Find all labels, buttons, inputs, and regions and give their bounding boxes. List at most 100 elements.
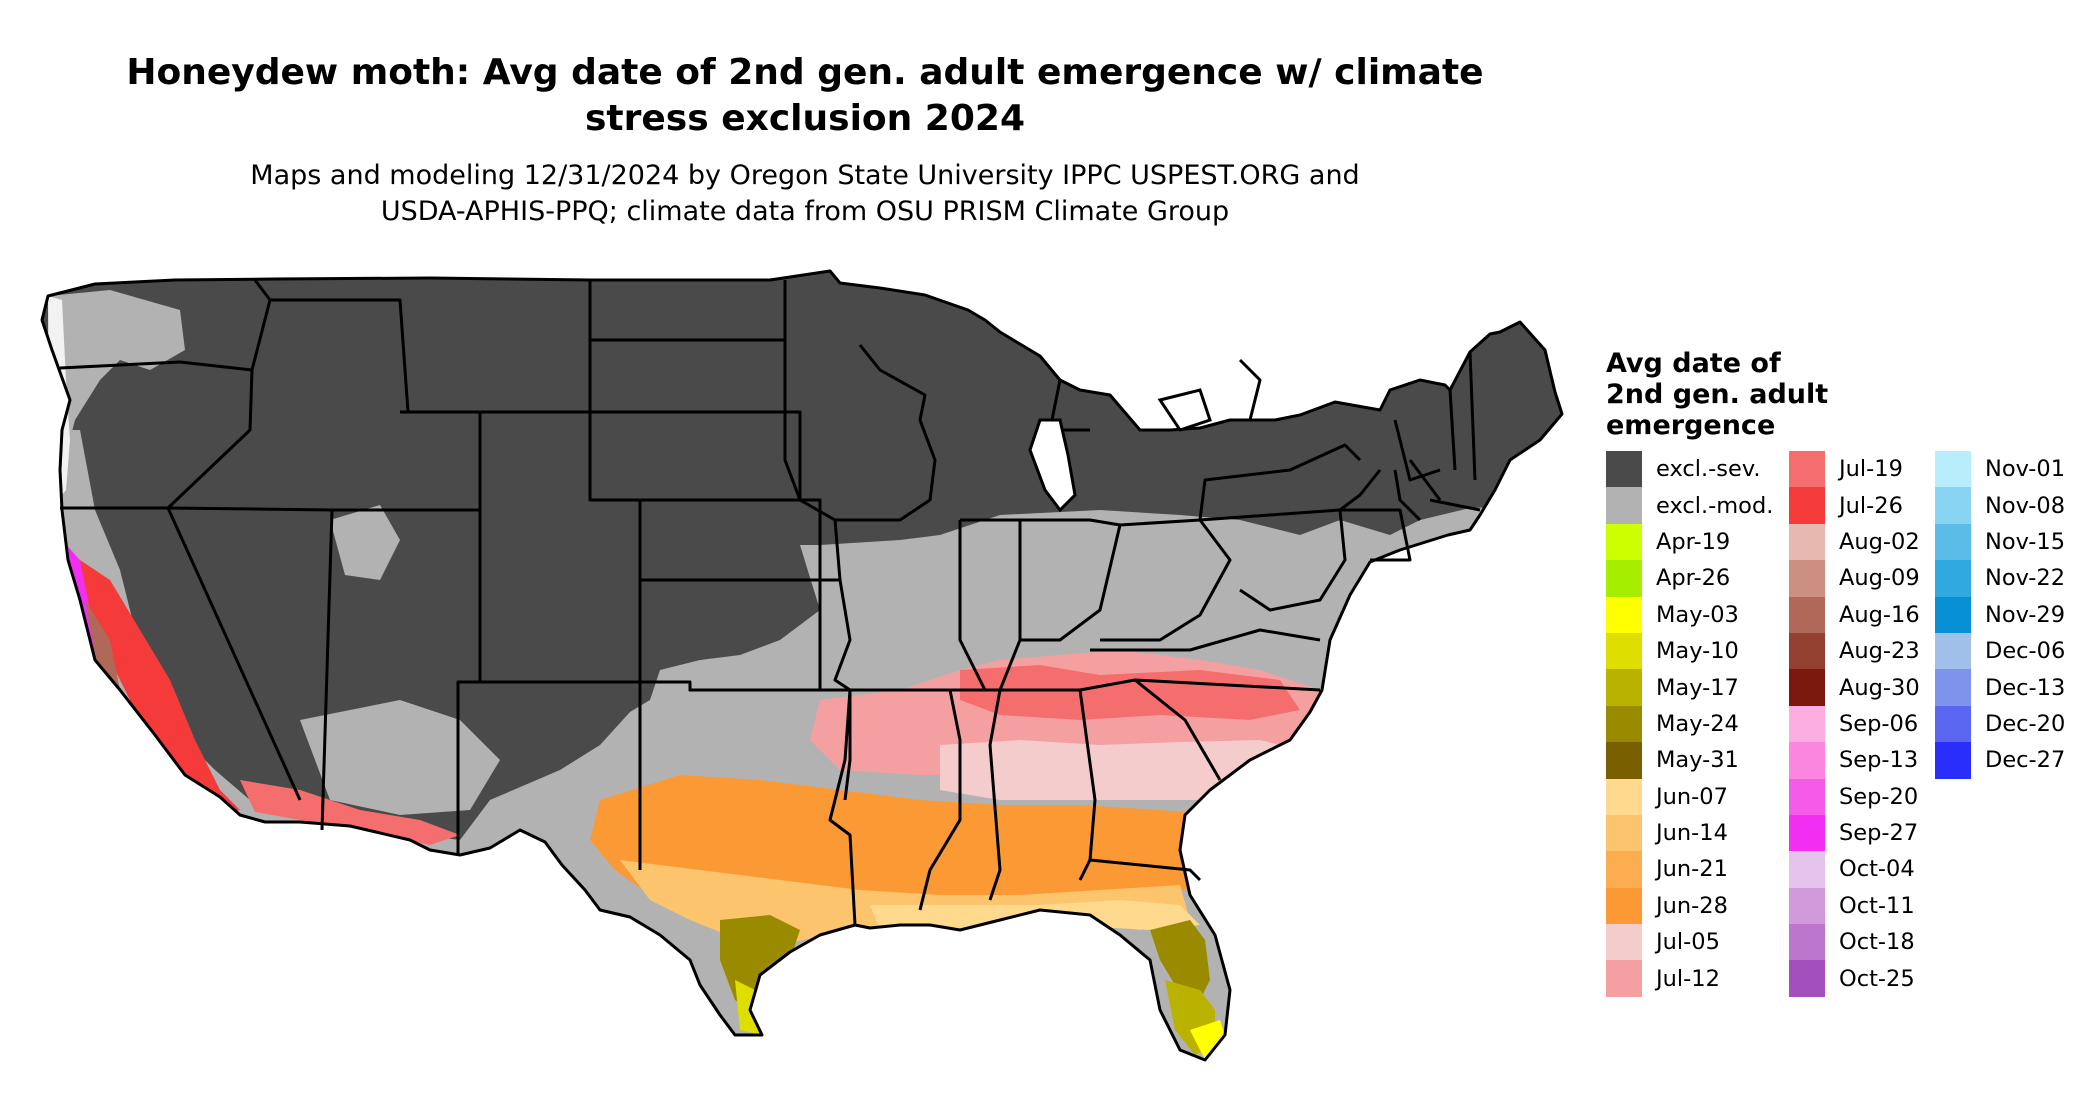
legend-swatch (1789, 960, 1825, 997)
legend-item: Oct-11 (1789, 887, 1920, 925)
legend-item: Dec-20 (1935, 705, 2066, 743)
legend-item: Jul-12 (1606, 960, 1773, 997)
legend-label: excl.-mod. (1656, 492, 1774, 519)
legend-item: Apr-19 (1606, 523, 1773, 561)
legend-swatch (1935, 560, 1971, 597)
legend-swatch (1606, 887, 1642, 925)
legend-item: Nov-22 (1935, 560, 2065, 597)
legend-label: Sep-13 (1839, 747, 1919, 774)
legend-item: Aug-23 (1789, 632, 1920, 670)
legend-item: excl.-mod. (1606, 487, 1774, 524)
legend-item: May-24 (1606, 705, 1773, 743)
legend-column: Jul-19 Jul-26 Aug-02 Aug-09 Aug-16 Aug-23 Aug-… (1789, 451, 1920, 997)
legend-item: Aug-16 (1789, 596, 1920, 633)
legend-swatch (1789, 523, 1825, 561)
legend-swatch (1935, 632, 1971, 670)
legend-swatch (1606, 669, 1642, 706)
legend-swatch (1789, 887, 1825, 925)
legend-item: Jun-07 (1606, 778, 1773, 815)
legend-label: Nov-08 (1985, 492, 2066, 519)
legend-label: Dec-27 (1985, 747, 2066, 774)
legend-item: Sep-06 (1789, 705, 1920, 743)
legend-item: Jul-05 (1606, 924, 1773, 961)
legend-label: Aug-23 (1839, 638, 1920, 665)
legend-label: Apr-19 (1656, 528, 1731, 555)
legend-item: Sep-27 (1789, 814, 1920, 852)
legend-label: Nov-15 (1985, 528, 2066, 555)
legend-label: Jul-19 (1839, 456, 1903, 483)
legend-swatch (1935, 596, 1971, 633)
legend-label: Jun-21 (1656, 856, 1728, 883)
great-lakes-outline (1028, 388, 1212, 513)
legend-swatch (1606, 596, 1642, 633)
legend-swatch (1789, 560, 1825, 597)
legend-swatch (1789, 851, 1825, 888)
legend-label: May-17 (1656, 674, 1739, 701)
legend-label: Aug-02 (1839, 528, 1920, 555)
legend-item: Aug-09 (1789, 560, 1920, 597)
legend-item: Oct-18 (1789, 924, 1920, 961)
legend-item: Jun-21 (1606, 851, 1773, 888)
legend-label: Oct-25 (1839, 965, 1915, 992)
legend-swatch (1789, 632, 1825, 670)
legend-label: Oct-18 (1839, 929, 1915, 956)
legend-item: Oct-04 (1789, 851, 1920, 888)
legend-swatch (1606, 778, 1642, 815)
legend-item: Sep-20 (1789, 778, 1920, 815)
ca-valley-red (80, 560, 240, 815)
legend-swatch (1789, 596, 1825, 633)
excl-mod-az (300, 700, 500, 815)
legend-label: Jul-12 (1656, 965, 1720, 992)
legend-label: Dec-06 (1985, 638, 2066, 665)
legend-label: Dec-13 (1985, 674, 2066, 701)
legend-item: Jul-19 (1789, 451, 1920, 488)
legend-label: May-03 (1656, 601, 1739, 628)
legend-label: Nov-29 (1985, 601, 2066, 628)
legend-swatch (1935, 742, 1971, 779)
legend-label: Aug-16 (1839, 601, 1920, 628)
legend-swatch (1606, 924, 1642, 961)
legend-label: May-10 (1656, 638, 1739, 665)
legend-item: Dec-27 (1935, 742, 2066, 779)
legend-swatch (1935, 487, 1971, 524)
excl-mod-nv (330, 505, 400, 580)
legend-label: Oct-04 (1839, 856, 1915, 883)
south-red-patches (960, 665, 1300, 720)
legend-swatch (1606, 523, 1642, 561)
legend-label: Oct-11 (1839, 892, 1915, 919)
legend-swatch (1789, 705, 1825, 743)
legend-label: Sep-27 (1839, 820, 1919, 847)
legend-label: Jul-05 (1656, 929, 1720, 956)
legend-label: Aug-09 (1839, 565, 1920, 592)
legend-swatch (1789, 451, 1825, 488)
legend-column: Nov-01 Nov-08 Nov-15 Nov-22 Nov-29 Dec-06 Dec-… (1935, 451, 2065, 779)
legend-swatch (1606, 487, 1642, 524)
legend-item: May-17 (1606, 669, 1773, 706)
legend-item: Nov-08 (1935, 487, 2066, 524)
legend-item: Sep-13 (1789, 742, 1920, 779)
legend-label: Sep-06 (1839, 710, 1919, 737)
legend-item: Aug-02 (1789, 523, 1920, 561)
legend-label: Jun-14 (1656, 820, 1728, 847)
legend-label: Jun-07 (1656, 783, 1728, 810)
state-boundaries (40, 269, 1564, 1062)
legend-label: Apr-26 (1656, 565, 1731, 592)
legend-swatch (1935, 451, 1971, 488)
legend-column: excl.-sev. excl.-mod. Apr-19 Apr-26 May-03 Ma… (1606, 451, 1773, 997)
legend-swatch (1789, 742, 1825, 779)
legend-item: Jul-26 (1789, 487, 1920, 524)
legend-item: Oct-25 (1789, 960, 1920, 997)
legend-swatch (1606, 851, 1642, 888)
legend-label: Jun-28 (1656, 892, 1728, 919)
legend-item: Nov-29 (1935, 596, 2066, 633)
legend-item: Jun-14 (1606, 814, 1773, 852)
fl-olive (1150, 920, 1210, 1000)
legend-swatch (1606, 960, 1642, 997)
legend-label: Dec-20 (1985, 710, 2066, 737)
legend-item: excl.-sev. (1606, 451, 1773, 488)
legend-swatch (1935, 705, 1971, 743)
legend-label: Nov-01 (1985, 456, 2066, 483)
sw-border-red (240, 780, 460, 845)
legend-swatch (1789, 924, 1825, 961)
